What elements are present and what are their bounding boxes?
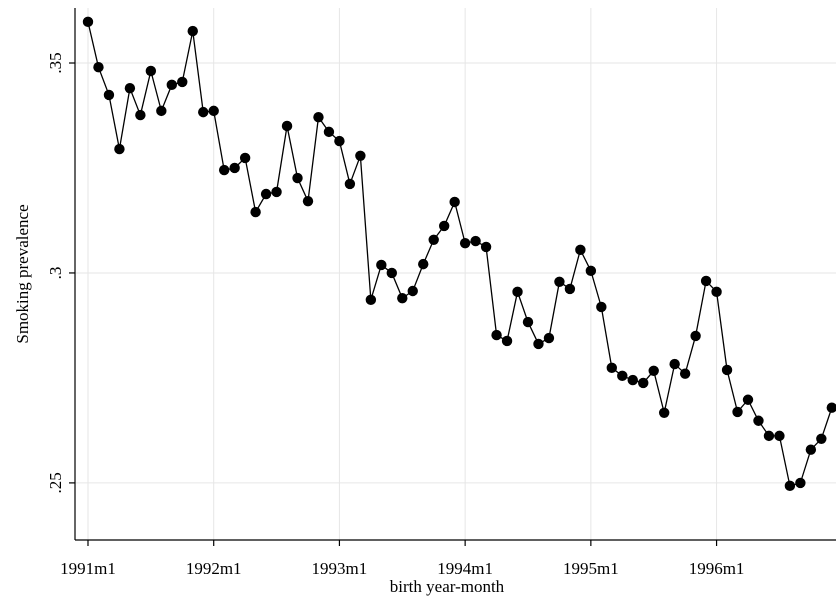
- x-tick-label: 1995m1: [563, 559, 619, 578]
- x-tick-label: 1993m1: [312, 559, 368, 578]
- data-point: [774, 430, 785, 442]
- data-point: [533, 338, 544, 350]
- data-point: [606, 362, 618, 374]
- data-point: [795, 477, 806, 489]
- y-tick-label: .3: [46, 267, 65, 280]
- data-point: [816, 433, 827, 445]
- data-point: [323, 126, 335, 138]
- data-point: [648, 365, 659, 376]
- data-point: [260, 188, 272, 200]
- data-point: [501, 335, 513, 347]
- data-point: [491, 329, 502, 341]
- data-point: [344, 178, 356, 190]
- data-point: [302, 195, 314, 207]
- data-point: [459, 237, 471, 249]
- data-point: [554, 276, 565, 287]
- data-point: [156, 105, 167, 117]
- data-point: [313, 111, 324, 123]
- data-point: [355, 150, 366, 162]
- x-tick-label: 1994m1: [437, 559, 493, 578]
- data-point: [596, 301, 607, 313]
- data-point: [742, 394, 754, 405]
- data-point: [438, 220, 450, 232]
- data-point: [145, 65, 157, 77]
- data-point: [585, 265, 597, 277]
- data-point: [281, 120, 293, 132]
- data-point: [512, 286, 523, 298]
- x-tick-label: 1992m1: [186, 559, 242, 578]
- data-point: [690, 330, 701, 342]
- data-point: [428, 234, 439, 245]
- data-point: [292, 172, 303, 184]
- data-point: [177, 76, 188, 88]
- data-point: [187, 25, 198, 37]
- data-line: [87, 21, 833, 487]
- x-axis-label: birth year-month: [390, 577, 505, 596]
- y-tick-label: .35: [46, 52, 65, 73]
- data-point: [679, 368, 691, 379]
- data-point: [198, 106, 209, 118]
- data-point: [114, 143, 125, 155]
- data-point: [271, 186, 282, 198]
- data-point: [334, 135, 345, 147]
- y-axis-label: Smoking prevalence: [13, 204, 32, 343]
- data-point: [763, 430, 775, 442]
- data-point: [669, 358, 680, 370]
- data-point: [250, 206, 261, 218]
- data-point: [135, 109, 146, 121]
- data-point: [229, 162, 240, 174]
- x-tick-label: 1991m1: [60, 559, 116, 578]
- data-point: [208, 105, 219, 117]
- data-point: [826, 402, 836, 413]
- x-tick-label: 1996m1: [689, 559, 745, 578]
- data-point: [397, 292, 408, 304]
- data-point: [753, 415, 764, 426]
- data-point: [784, 480, 796, 492]
- data-point: [700, 275, 712, 287]
- data-point: [93, 62, 104, 73]
- data-point: [658, 407, 670, 418]
- data-point: [543, 332, 555, 344]
- data-point: [365, 294, 377, 306]
- data-point: [82, 16, 94, 28]
- data-point: [218, 164, 230, 176]
- data-point: [166, 79, 178, 91]
- data-point: [418, 258, 429, 270]
- data-point: [449, 196, 460, 208]
- data-point: [575, 244, 586, 256]
- data-point: [721, 364, 733, 376]
- data-point: [124, 82, 136, 94]
- data-point: [805, 444, 817, 455]
- data-point: [732, 406, 743, 418]
- data-point: [407, 285, 418, 297]
- y-tick-label: .25: [46, 472, 65, 493]
- data-point: [480, 241, 492, 253]
- data-point: [564, 283, 576, 295]
- data-point: [627, 374, 638, 386]
- data-point: [522, 316, 534, 328]
- data-point: [711, 286, 722, 298]
- data-point: [376, 259, 387, 271]
- data-point: [617, 370, 628, 382]
- data-point: [470, 235, 481, 247]
- data-point: [638, 377, 649, 389]
- data-point: [103, 89, 115, 101]
- data-point: [239, 152, 251, 164]
- data-point: [386, 267, 398, 279]
